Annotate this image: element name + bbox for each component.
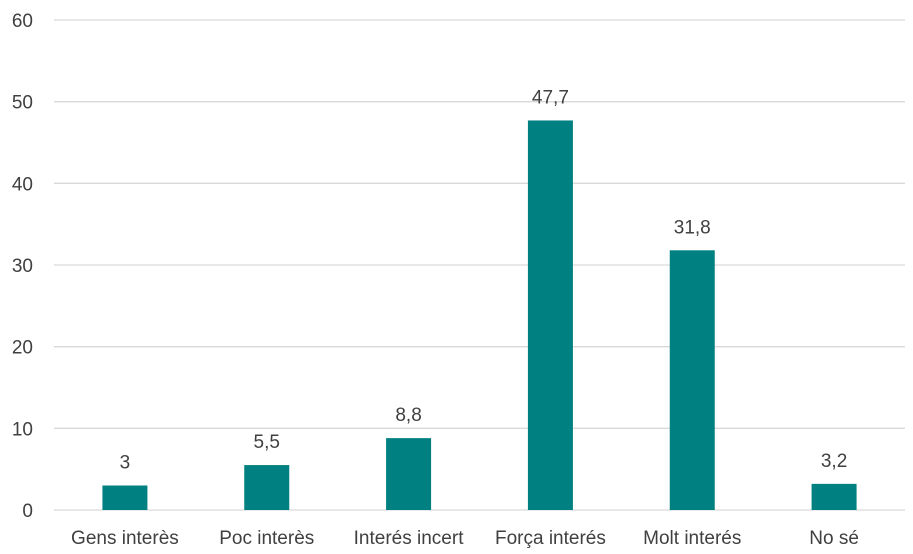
- x-axis-labels: Gens interès Poc interès Interés incert For…: [71, 528, 859, 549]
- y-tick-label: 0: [22, 501, 33, 522]
- data-label: 3,2: [821, 451, 847, 472]
- x-category-label: Força interés: [495, 528, 606, 549]
- data-label: 47,7: [532, 87, 569, 108]
- bar: [669, 250, 715, 511]
- data-labels: 3 5,5 8,8 47,7 31,8 3,2: [120, 87, 848, 473]
- x-category-label: Poc interès: [219, 528, 314, 549]
- y-tick-label: 40: [12, 174, 33, 195]
- x-category-label: Molt interés: [643, 528, 741, 549]
- bar: [386, 438, 432, 510]
- bar: [102, 485, 148, 510]
- x-category-label: No sé: [809, 528, 859, 549]
- bar: [811, 483, 857, 510]
- data-label: 8,8: [395, 405, 421, 426]
- y-tick-label: 60: [12, 11, 33, 32]
- y-tick-label: 20: [12, 338, 33, 359]
- data-label: 5,5: [254, 432, 280, 453]
- x-category-label: Interés incert: [354, 528, 465, 549]
- y-tick-label: 50: [12, 93, 33, 114]
- y-axis-ticks: 0 10 20 30 40 50 60: [12, 11, 33, 522]
- bar: [527, 120, 573, 510]
- y-tick-label: 30: [12, 256, 33, 277]
- y-tick-label: 10: [12, 419, 33, 440]
- bar: [244, 465, 290, 510]
- data-label: 3: [120, 453, 131, 474]
- data-label: 31,8: [674, 217, 711, 238]
- bars: [102, 120, 857, 511]
- x-category-label: Gens interès: [71, 528, 179, 549]
- gridlines: [54, 19, 905, 511]
